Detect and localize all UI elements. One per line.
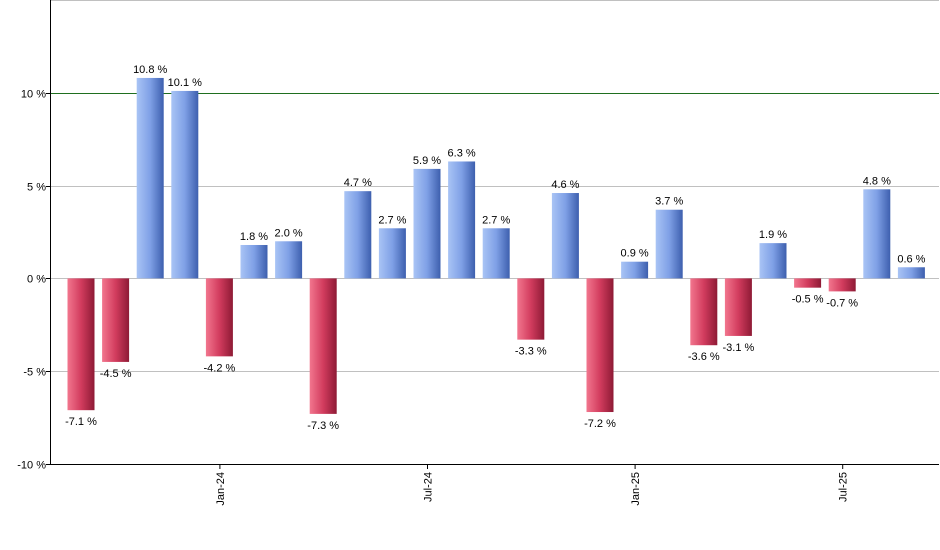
- data-label: -0.7 %: [826, 297, 858, 309]
- axes: 10 % 5 % 0 % -5 % -10 % Jan-24 Jul-24 Jan-25 Jul…: [17, 0, 939, 506]
- bar: [551, 193, 579, 279]
- bar: [724, 278, 752, 336]
- bar: [517, 278, 545, 340]
- data-label: -7.2 %: [584, 418, 616, 430]
- data-label: 0.6 %: [897, 253, 925, 265]
- data-label: 10.1 %: [168, 77, 202, 89]
- bar: [794, 278, 822, 288]
- data-label: 3.7 %: [655, 196, 683, 208]
- bar: [413, 168, 441, 279]
- y-tick-label: -10 %: [17, 460, 46, 472]
- data-label: 1.9 %: [759, 229, 787, 241]
- bar: [759, 243, 787, 279]
- bar: [863, 189, 891, 279]
- data-label: -4.5 %: [100, 368, 132, 380]
- bar: [448, 161, 476, 279]
- data-label: 1.8 %: [240, 231, 268, 243]
- bar: [586, 278, 614, 413]
- data-label: -4.2 %: [204, 362, 236, 374]
- bar: [828, 278, 856, 292]
- bar: [897, 267, 925, 279]
- bar: [378, 228, 406, 279]
- x-tick-label: Jul-25: [838, 472, 850, 502]
- y-tick-label: 0 %: [27, 274, 46, 286]
- y-tick-label: 5 %: [27, 182, 46, 194]
- bar: [171, 90, 199, 279]
- data-label: -7.1 %: [65, 416, 97, 428]
- bar: [690, 278, 718, 346]
- data-label: -3.1 %: [723, 342, 755, 354]
- data-label: 2.7 %: [378, 214, 406, 226]
- y-tick-label: -5 %: [23, 367, 46, 379]
- bar: [344, 191, 372, 279]
- data-label: 4.7 %: [344, 177, 372, 189]
- bars: [67, 77, 925, 414]
- data-labels: -7.1 % -4.5 % 10.8 %10.1 % -4.2 % 1.8 % 2.0 %…: [65, 64, 926, 432]
- data-label: 0.9 %: [621, 248, 649, 260]
- data-label: -3.6 %: [688, 351, 720, 363]
- x-tick-label: Jan-25: [630, 472, 642, 506]
- bar: [240, 244, 268, 279]
- bar: [275, 241, 303, 279]
- data-label: 5.9 %: [413, 155, 441, 167]
- bar: [102, 278, 130, 362]
- y-tick-label: 10 %: [21, 89, 46, 101]
- data-label: 6.3 %: [448, 147, 476, 159]
- data-label: -0.5 %: [792, 294, 824, 306]
- bar: [655, 209, 683, 279]
- data-label: 4.6 %: [551, 179, 579, 191]
- data-label: 2.0 %: [275, 227, 303, 239]
- bar: [205, 278, 233, 357]
- data-label: -7.3 %: [307, 420, 339, 432]
- bar: [309, 278, 337, 414]
- bar: [136, 77, 164, 279]
- x-tick-label: Jan-24: [215, 472, 227, 506]
- x-tick-label: Jul-24: [423, 472, 435, 502]
- data-label: 4.8 %: [863, 175, 891, 187]
- data-label: 10.8 %: [133, 64, 167, 76]
- data-label: 2.7 %: [482, 214, 510, 226]
- bar: [482, 228, 510, 279]
- bar: [621, 261, 649, 279]
- bar: [67, 278, 95, 411]
- data-label: -3.3 %: [515, 346, 547, 358]
